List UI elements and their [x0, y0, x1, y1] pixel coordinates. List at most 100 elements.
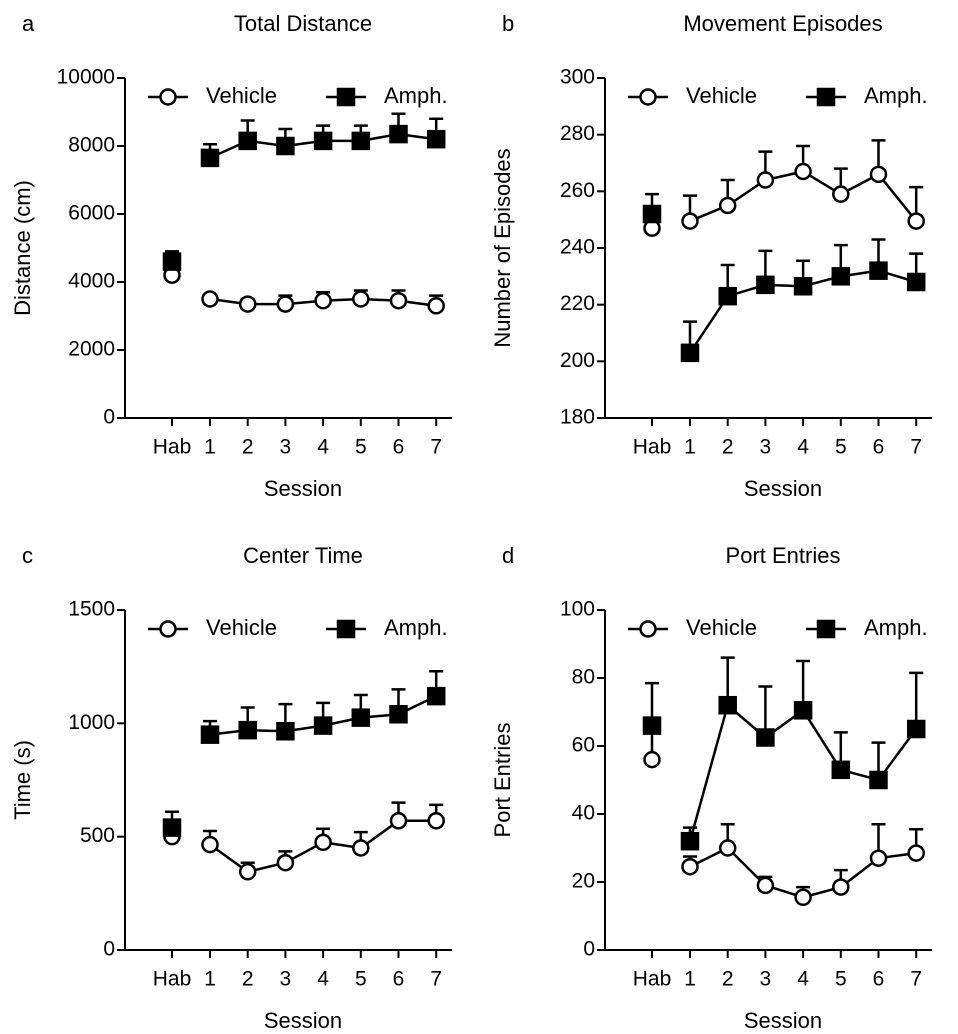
y-tick-label: 100 — [560, 598, 595, 621]
marker — [276, 136, 295, 156]
marker — [159, 88, 177, 106]
x-tick-label: 6 — [873, 968, 885, 991]
y-tick-label: 0 — [583, 938, 595, 961]
marker — [200, 725, 220, 744]
legend-label: Vehicle — [686, 83, 757, 108]
x-tick-label: 2 — [722, 436, 734, 459]
x-tick-label: 4 — [797, 436, 809, 459]
marker — [832, 878, 850, 896]
marker — [313, 131, 333, 151]
x-tick-label: 1 — [204, 968, 216, 991]
marker — [276, 295, 295, 313]
legend-label: Amph. — [864, 83, 928, 108]
marker — [314, 833, 332, 852]
marker — [869, 770, 888, 790]
marker — [639, 620, 657, 638]
marker — [642, 716, 662, 735]
marker — [756, 275, 775, 295]
x-axis-label: Session — [744, 1008, 822, 1033]
marker — [238, 863, 257, 881]
x-tick-label: 5 — [835, 436, 847, 459]
panel-label: c — [22, 543, 33, 568]
x-tick-label: 5 — [355, 968, 367, 991]
marker — [352, 839, 370, 857]
legend-label: Amph. — [864, 615, 928, 640]
marker — [794, 162, 812, 181]
x-tick-label: 2 — [242, 436, 254, 459]
marker — [427, 812, 445, 830]
y-axis-label: Port Entries — [490, 723, 515, 838]
x-tick-label: 7 — [430, 968, 442, 991]
y-tick-label: 1000 — [68, 711, 115, 734]
marker — [313, 716, 333, 735]
x-tick-label: 3 — [280, 968, 292, 991]
marker — [336, 87, 356, 107]
x-tick-label: 3 — [760, 436, 772, 459]
marker — [816, 87, 836, 107]
marker — [756, 728, 775, 747]
y-tick-label: 260 — [560, 179, 595, 202]
marker — [351, 708, 371, 727]
legend-label: Vehicle — [206, 83, 277, 108]
y-tick-label: 40 — [572, 802, 595, 825]
panel-label: b — [502, 11, 514, 36]
marker — [201, 290, 219, 308]
marker — [643, 750, 661, 769]
y-tick-label: 6000 — [68, 202, 115, 225]
chart-title: Center Time — [243, 543, 363, 568]
marker — [906, 719, 926, 739]
marker — [238, 131, 257, 151]
panel: a Total Distance Session Distance (cm) 0 2000… — [10, 11, 452, 501]
marker — [352, 290, 370, 308]
panel-label: d — [502, 543, 514, 568]
y-tick-label: 10000 — [57, 66, 115, 89]
x-tick-label: 4 — [317, 436, 329, 459]
y-tick-label: 180 — [560, 406, 595, 429]
y-axis-label: Number of Episodes — [490, 148, 515, 347]
marker — [351, 131, 371, 151]
panel: c Center Time Session Time (s) 0 500 1000 1500 H… — [10, 543, 452, 1033]
marker — [907, 212, 925, 230]
panel: b Movement Episodes Session Number of Episo… — [490, 11, 932, 501]
marker — [680, 831, 700, 851]
marker — [794, 888, 812, 907]
marker — [756, 171, 775, 189]
x-tick-label: 7 — [430, 436, 442, 459]
x-tick-label: Hab — [153, 436, 192, 459]
x-tick-label: 3 — [760, 968, 772, 991]
marker — [276, 722, 295, 741]
marker — [832, 185, 850, 203]
legend-label: Vehicle — [686, 615, 757, 640]
marker — [426, 686, 446, 706]
legend-label: Vehicle — [206, 615, 277, 640]
marker — [389, 812, 408, 830]
y-tick-label: 220 — [560, 292, 595, 315]
x-tick-label: 6 — [393, 968, 405, 991]
chart-title: Movement Episodes — [683, 11, 882, 36]
x-tick-label: 3 — [280, 436, 292, 459]
marker — [201, 835, 219, 854]
marker — [907, 844, 925, 862]
marker — [642, 204, 662, 224]
y-tick-label: 4000 — [68, 270, 115, 293]
x-tick-label: 6 — [873, 436, 885, 459]
x-tick-label: 5 — [355, 436, 367, 459]
x-tick-label: 2 — [722, 968, 734, 991]
marker — [756, 876, 775, 895]
x-tick-label: 1 — [684, 436, 696, 459]
y-tick-label: 280 — [560, 122, 595, 145]
marker — [426, 129, 446, 149]
y-axis-label: Distance (cm) — [10, 180, 35, 316]
x-axis-label: Session — [264, 476, 342, 501]
marker — [793, 701, 813, 720]
marker — [681, 857, 699, 876]
marker — [793, 277, 813, 296]
y-tick-label: 0 — [103, 938, 115, 961]
x-tick-label: Hab — [633, 968, 672, 991]
marker — [238, 295, 257, 313]
marker — [681, 212, 699, 230]
x-tick-label: 5 — [835, 968, 847, 991]
x-tick-label: 7 — [910, 968, 922, 991]
marker — [314, 291, 332, 310]
